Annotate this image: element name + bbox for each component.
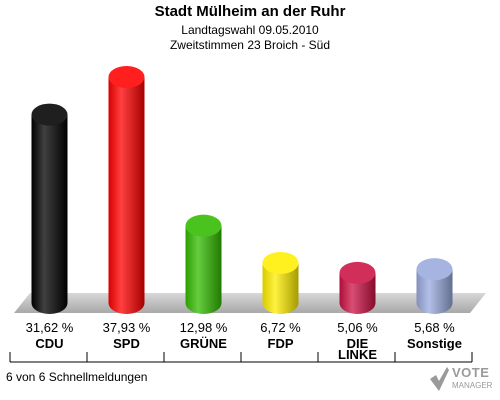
value-label-5: 5,06 % bbox=[337, 320, 378, 335]
bar-6 bbox=[416, 258, 453, 314]
chart-floor bbox=[14, 293, 486, 313]
chart-subtitle-election: Landtagswahl 09.05.2010 bbox=[181, 23, 319, 37]
bar-4 bbox=[262, 251, 299, 314]
bar-top-5 bbox=[339, 261, 376, 284]
checkmark-icon bbox=[430, 367, 449, 391]
bar-body-2 bbox=[108, 77, 145, 314]
value-label-3: 12,98 % bbox=[180, 320, 228, 335]
value-label-1: 31,62 % bbox=[26, 320, 74, 335]
category-label-5: DIE LINKE bbox=[338, 336, 377, 362]
bar-2 bbox=[108, 66, 145, 314]
bar-body-5 bbox=[339, 272, 376, 314]
bar-top-6 bbox=[416, 258, 453, 281]
bar-body-3 bbox=[185, 225, 222, 314]
bar-top-1 bbox=[31, 103, 68, 126]
logo-line1: VOTE bbox=[452, 365, 490, 380]
bar-top-2 bbox=[108, 66, 145, 88]
category-label-2: SPD bbox=[113, 336, 140, 351]
bar-body-6 bbox=[416, 269, 453, 314]
bar-top-3 bbox=[185, 214, 222, 237]
value-label-2: 37,93 % bbox=[103, 320, 151, 335]
bar-body-1 bbox=[31, 114, 68, 314]
bar-top-4 bbox=[262, 251, 299, 274]
bar-1 bbox=[31, 103, 68, 314]
footer-status: 6 von 6 Schnellmeldungen bbox=[6, 370, 148, 384]
category-label-4: FDP bbox=[268, 336, 294, 351]
vote-manager-logo: VOTE MANAGER bbox=[428, 362, 498, 398]
bar-5 bbox=[339, 261, 376, 314]
bar-3 bbox=[185, 214, 222, 314]
category-label-1: CDU bbox=[35, 336, 63, 351]
logo-line2: MANAGER bbox=[452, 381, 493, 390]
category-label-3: GRÜNE bbox=[180, 336, 227, 351]
category-label-6: Sonstige bbox=[407, 336, 462, 351]
chart-subtitle-district: Zweitstimmen 23 Broich - Süd bbox=[169, 38, 331, 52]
chart-title: Stadt Mülheim an der Ruhr bbox=[154, 3, 346, 20]
value-label-6: 5,68 % bbox=[414, 320, 455, 335]
bar-body-4 bbox=[262, 262, 299, 314]
value-label-4: 6,72 % bbox=[260, 320, 301, 335]
